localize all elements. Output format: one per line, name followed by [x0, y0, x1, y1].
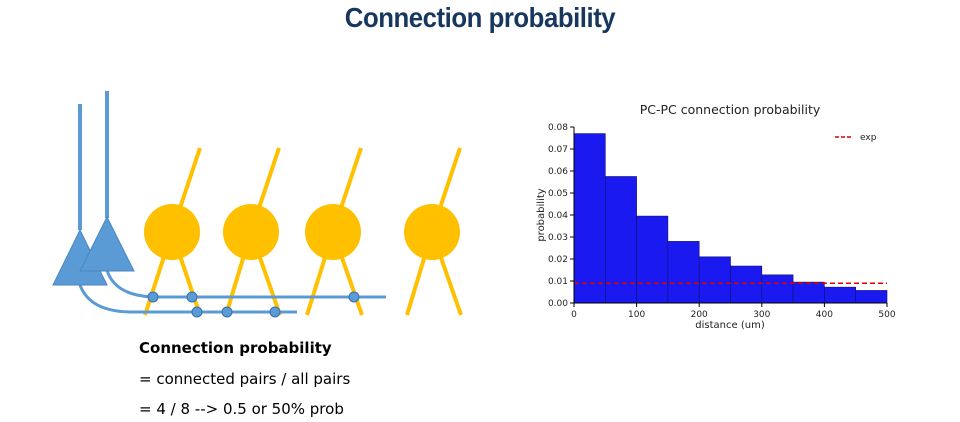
x-tick-label: 400 — [816, 310, 833, 320]
x-tick-label: 0 — [571, 310, 577, 320]
synapse — [186, 291, 198, 303]
histogram-bar — [761, 274, 794, 304]
y-tick-label: 0.03 — [548, 233, 568, 243]
pc-cell-2 — [79, 215, 135, 272]
histogram-bar — [698, 256, 731, 304]
y-tick-label: 0.08 — [548, 123, 568, 133]
x-axis-label: distance (um) — [695, 320, 765, 331]
explanation-line-2: = 4 / 8 --> 0.5 or 50% prob — [139, 400, 344, 418]
explanation-line-1: = connected pairs / all pairs — [139, 370, 351, 388]
y-tick-label: 0.04 — [548, 211, 568, 221]
synapse — [348, 291, 360, 303]
histogram-bar — [636, 215, 669, 304]
x-tick-label: 500 — [878, 310, 895, 320]
x-tick-label: 100 — [628, 310, 645, 320]
legend-exp-label: exp — [860, 133, 877, 143]
histogram-bar — [855, 290, 888, 304]
target-cell-2 — [223, 204, 279, 260]
target-cell-4 — [404, 204, 460, 260]
y-tick-label: 0.06 — [548, 167, 568, 177]
target-cell-1 — [144, 204, 200, 260]
y-tick-label: 0.02 — [548, 255, 568, 265]
chart-title: PC-PC connection probability — [640, 102, 821, 117]
histogram-bar — [605, 176, 637, 304]
synapse — [191, 306, 203, 318]
histogram-bar — [824, 286, 856, 304]
synapse — [147, 291, 159, 303]
y-axis-label: probability — [536, 188, 547, 241]
histogram-bar — [667, 241, 700, 304]
target-cell-3 — [305, 204, 361, 260]
page-title: Connection probability — [344, 2, 616, 33]
connection-probability-chart: PC-PC connection probability 0 100 200 300 4… — [536, 102, 896, 331]
neuron-diagram — [52, 91, 463, 318]
y-tick-label: 0.07 — [548, 145, 568, 155]
histogram-bar — [792, 281, 825, 304]
synapse — [221, 306, 233, 318]
y-tick-label: 0.00 — [548, 299, 568, 309]
histogram-bar — [573, 133, 606, 304]
explanation-heading: Connection probability — [139, 339, 332, 357]
pc-axon-1 — [78, 284, 297, 314]
y-tick-label: 0.01 — [548, 277, 568, 287]
histogram-bar — [730, 265, 763, 304]
y-tick-label: 0.05 — [548, 189, 568, 199]
synapse — [269, 306, 281, 318]
x-tick-label: 300 — [753, 310, 770, 320]
x-tick-label: 200 — [691, 310, 708, 320]
synapses — [147, 291, 360, 318]
pc-axon-2 — [105, 269, 386, 299]
